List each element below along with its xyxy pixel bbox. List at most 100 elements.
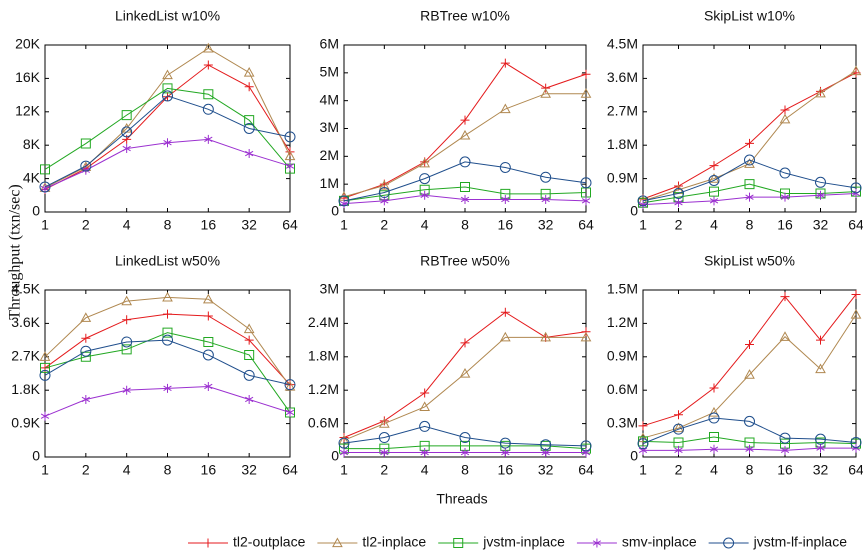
x-tick-label: 32 — [538, 217, 554, 233]
y-tick-label: 6M — [320, 36, 339, 52]
data-point — [81, 333, 91, 343]
data-point — [121, 110, 132, 121]
data-point — [581, 196, 591, 206]
data-point — [161, 90, 174, 102]
data-point — [816, 335, 825, 345]
x-tick-label: 64 — [848, 217, 863, 233]
data-point — [672, 188, 685, 199]
data-point — [580, 331, 592, 342]
y-tick-label: 4.5M — [607, 36, 638, 52]
data-point — [745, 192, 754, 202]
data-point — [339, 433, 349, 443]
x-tick-label: 2 — [82, 462, 90, 478]
series-line — [343, 161, 587, 202]
data-point — [674, 410, 683, 420]
data-point — [80, 312, 92, 322]
series-line — [44, 87, 291, 170]
y-tick-label: 0 — [630, 203, 638, 219]
data-point — [80, 345, 92, 357]
data-point — [816, 443, 825, 453]
data-point — [744, 369, 755, 379]
y-tick-label: 3.6M — [607, 69, 638, 85]
data-point — [40, 164, 50, 175]
data-point — [163, 309, 172, 319]
y-tick-label: 1.8M — [607, 136, 638, 152]
data-point — [499, 331, 511, 342]
data-point — [708, 412, 720, 424]
data-point — [709, 383, 719, 393]
data-point — [121, 295, 133, 306]
y-tick-label: 16K — [15, 69, 41, 85]
data-point — [121, 126, 133, 138]
data-point — [244, 335, 254, 345]
legend-marker — [203, 538, 213, 548]
data-point — [284, 131, 296, 143]
x-tick-label: 2 — [675, 217, 683, 233]
series-line — [642, 314, 857, 439]
data-point — [419, 184, 430, 195]
chart-title: RBTree w10% — [420, 8, 510, 24]
data-point — [460, 181, 470, 192]
data-point — [244, 82, 254, 92]
chart-title: SkipList w50% — [704, 253, 795, 269]
x-tick-label: 32 — [241, 217, 257, 233]
y-tick-label: 0.9K — [11, 414, 40, 430]
data-point — [815, 87, 826, 98]
data-point — [204, 134, 213, 144]
series-line — [343, 311, 587, 438]
data-point — [420, 388, 430, 398]
data-point — [674, 445, 683, 455]
data-point — [338, 195, 350, 207]
x-tick-label: 2 — [82, 217, 90, 233]
data-point — [540, 439, 552, 451]
data-point — [637, 195, 649, 207]
x-tick-label: 64 — [282, 217, 298, 233]
series-line — [343, 425, 587, 447]
x-tick-label: 1 — [340, 462, 348, 478]
y-tick-label: 0.6M — [607, 381, 638, 397]
x-tick-label: 32 — [241, 462, 257, 478]
chart-title: SkipList w10% — [704, 8, 795, 24]
data-point — [80, 351, 91, 362]
x-tick-label: 1 — [340, 217, 348, 233]
data-point — [243, 323, 255, 334]
data-point — [850, 437, 862, 448]
data-point — [39, 351, 51, 361]
x-tick-label: 32 — [538, 462, 554, 478]
data-point — [744, 437, 755, 448]
data-point — [540, 171, 552, 183]
data-point — [122, 315, 132, 325]
data-point — [245, 149, 254, 159]
y-tick-label: 3M — [320, 281, 339, 297]
x-tick-label: 8 — [746, 217, 754, 233]
data-point — [709, 186, 719, 197]
series-line — [642, 294, 857, 427]
data-point — [743, 154, 756, 166]
chart-title: LinkedList w50% — [115, 253, 220, 269]
data-point — [780, 445, 790, 455]
data-point — [460, 440, 470, 451]
series-line — [343, 336, 586, 441]
x-tick-label: 16 — [498, 462, 514, 478]
legend-marker — [592, 538, 602, 548]
y-tick-label: 1.2M — [607, 314, 638, 330]
data-point — [581, 69, 591, 79]
legend-label: tl2-inplace — [362, 534, 426, 550]
data-point — [419, 420, 431, 432]
data-point — [203, 60, 213, 70]
x-tick-label: 1 — [639, 462, 647, 478]
data-point — [540, 188, 551, 199]
data-point — [779, 113, 791, 124]
x-tick-label: 16 — [777, 462, 793, 478]
data-point — [379, 443, 390, 454]
data-point — [203, 89, 214, 100]
data-point — [709, 196, 719, 206]
y-tick-label: 1.2M — [308, 381, 339, 397]
x-tick-label: 8 — [164, 462, 172, 478]
data-point — [780, 105, 790, 115]
y-tick-label: 0.3M — [607, 414, 638, 430]
x-tick-label: 4 — [421, 217, 429, 233]
data-point — [419, 401, 431, 411]
data-point — [673, 437, 684, 448]
